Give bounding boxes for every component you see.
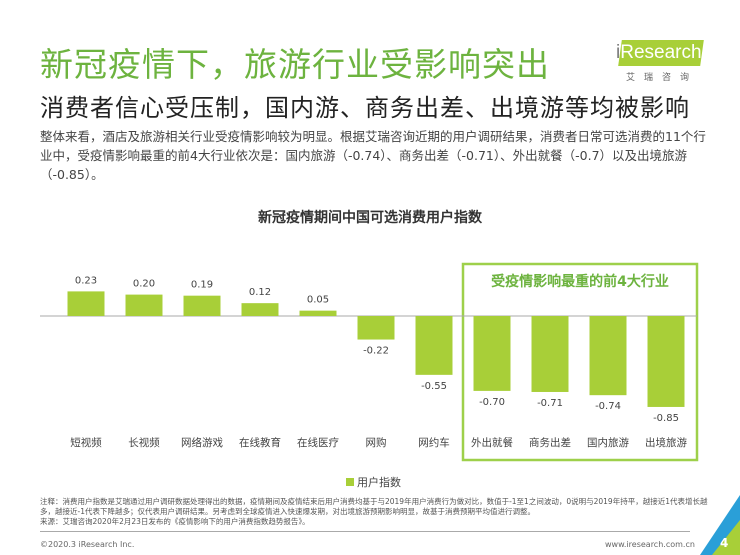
- bar-1: [125, 294, 163, 316]
- data-label-10: -0.85: [653, 413, 679, 424]
- category-label-9: 国内旅游: [587, 436, 629, 449]
- website-url: www.iresearch.com.cn: [605, 540, 695, 549]
- category-label-4: 在线医疗: [297, 436, 339, 449]
- bar-4: [299, 310, 337, 316]
- copyright: ©2020.3 iResearch Inc.: [40, 540, 135, 549]
- category-label-8: 商务出差: [529, 436, 571, 449]
- bar-0: [67, 291, 105, 316]
- legend-label: 用户指数: [357, 476, 401, 489]
- footnote-note: 注释：消费用户指数是艾瑞通过用户调研数据处理得出的数据，疫情期间及疫情结束后用户…: [40, 497, 708, 516]
- legend: 用户指数: [346, 474, 401, 490]
- bar-6: [415, 316, 453, 375]
- iresearch-logo: iResearch 艾瑞咨询: [612, 40, 704, 84]
- bar-9: [589, 316, 627, 396]
- page-number: 4: [720, 536, 729, 550]
- footer-divider: [40, 531, 690, 532]
- data-label-6: -0.55: [421, 381, 447, 392]
- bar-5: [357, 316, 395, 340]
- data-label-7: -0.70: [479, 397, 505, 408]
- data-label-5: -0.22: [363, 346, 389, 357]
- summary-text: 整体来看，酒店及旅游相关行业受疫情影响较为明显。根据艾瑞咨询近期的用户调研结果，…: [40, 129, 706, 182]
- bar-8: [531, 316, 569, 392]
- highlight-annotation: 受疫情影响最重的前4大行业: [491, 273, 669, 290]
- data-label-2: 0.19: [191, 280, 213, 291]
- page-title: 新冠疫情下，旅游行业受影响突出: [40, 45, 550, 84]
- category-label-10: 出境旅游: [645, 436, 687, 449]
- footnote-source: 来源：艾瑞咨询2020年2月23日发布的《疫情影响下的用户消费指数趋势报告》。: [40, 517, 310, 526]
- category-label-5: 网购: [366, 436, 387, 449]
- category-label-2: 网络游戏: [181, 436, 223, 449]
- data-label-3: 0.12: [249, 287, 271, 298]
- data-label-8: -0.71: [537, 398, 563, 409]
- bar-3: [241, 303, 279, 316]
- category-label-3: 在线教育: [239, 436, 281, 449]
- page-subtitle: 消费者信心受压制，国内游、商务出差、出境游等均被影响: [40, 94, 690, 122]
- bar-10: [647, 316, 685, 407]
- data-label-1: 0.20: [133, 279, 155, 290]
- bar-7: [473, 316, 511, 391]
- legend-swatch: [346, 478, 354, 486]
- data-label-4: 0.05: [307, 295, 329, 306]
- category-label-0: 短视频: [70, 436, 102, 449]
- category-label-7: 外出就餐: [471, 436, 513, 449]
- category-label-6: 网约车: [418, 436, 450, 449]
- footnote: 注释：消费用户指数是艾瑞通过用户调研数据处理得出的数据，疫情期间及疫情结束后用户…: [40, 497, 710, 527]
- data-label-0: 0.23: [75, 275, 97, 286]
- data-label-9: -0.74: [595, 401, 621, 412]
- category-label-1: 长视频: [128, 436, 160, 449]
- bar-2: [183, 295, 221, 316]
- highlight-box: [461, 262, 699, 462]
- chart-title: 新冠疫情期间中国可选消费用户指数: [258, 210, 482, 226]
